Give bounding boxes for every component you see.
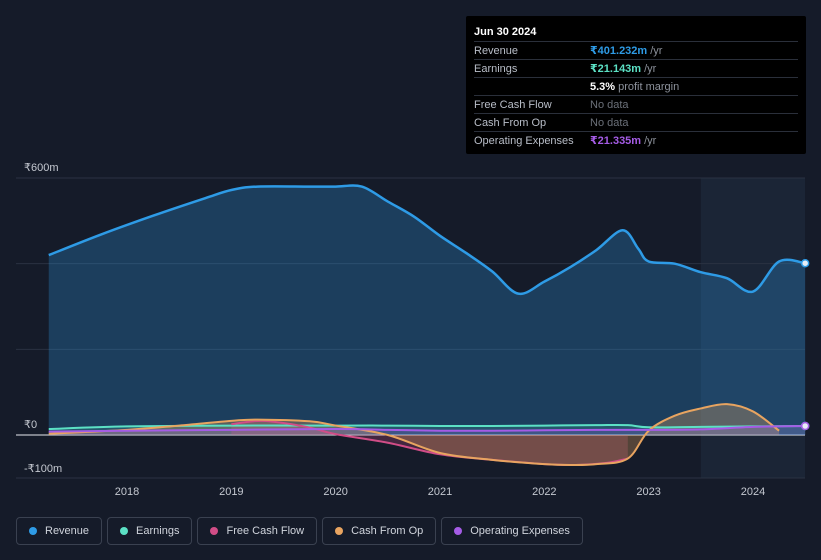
legend-dot-icon [210, 527, 219, 535]
tooltip-row-label: Revenue [474, 44, 519, 57]
legend-label: Cash From Op [351, 525, 424, 537]
cash-from-op-line [48, 403, 780, 466]
tooltip-row-value: ₹401.232m [590, 45, 648, 57]
x-tick-label: 2018 [115, 486, 139, 498]
legend-label: Revenue [45, 525, 90, 537]
revenue-area [48, 185, 806, 435]
legend-item-free-cash-flow[interactable]: Free Cash Flow [197, 517, 318, 545]
operating-expenses-area [48, 426, 806, 435]
operating-expenses-end-marker [800, 421, 810, 431]
x-axis-labels: 2018 2019 2020 2021 2022 2023 2024 [115, 486, 765, 498]
tooltip-row-value: 5.3% [590, 80, 616, 93]
tooltip-row-unit: profit margin [618, 80, 680, 93]
cash-from-op-area [48, 404, 780, 466]
legend-item-cash-from-op[interactable]: Cash From Op [322, 517, 437, 545]
tooltip-row-value: ₹21.335m [590, 135, 642, 147]
grid-lines [16, 177, 805, 479]
free-cash-flow-area [231, 420, 628, 466]
tooltip-row: 5.3% profit margin [474, 77, 798, 95]
legend-label: Earnings [136, 525, 180, 537]
legend-dot-icon [29, 527, 37, 535]
revenue-line [48, 184, 806, 296]
data-tooltip: Jun 30 2024 Revenue ₹401.232m/yr Earnings ₹… [466, 16, 806, 154]
x-tick-label: 2020 [323, 486, 347, 498]
legend-item-revenue[interactable]: Revenue [16, 517, 103, 545]
tooltip-row-unit: /yr [644, 134, 657, 147]
x-tick-label: 2019 [219, 486, 243, 498]
legend-item-operating-expenses[interactable]: Operating Expenses [441, 517, 583, 545]
legend-item-earnings[interactable]: Earnings [107, 517, 193, 545]
revenue-end-marker [800, 258, 810, 268]
tooltip-row-label: Cash From Op [474, 116, 547, 129]
legend-dot-icon [454, 527, 463, 535]
y-tick-label: ₹600m [24, 162, 59, 174]
x-tick-label: 2021 [428, 486, 452, 498]
tooltip-row-label: Earnings [474, 62, 518, 75]
tooltip-row: Cash From Op No data [474, 113, 798, 131]
x-tick-label: 2023 [636, 486, 660, 498]
tooltip-row: Operating Expenses ₹21.335m/yr [474, 131, 798, 149]
series-areas [48, 185, 806, 466]
tooltip-row: Earnings ₹21.143m/yr [474, 59, 798, 77]
x-tick-label: 2024 [741, 486, 765, 498]
chart-legend: Revenue Earnings Free Cash Flow Cash From O… [16, 517, 583, 545]
tooltip-rows: Revenue ₹401.232m/yr Earnings ₹21.143m/yr 5.… [474, 41, 798, 149]
operating-expenses-line [48, 425, 806, 433]
tooltip-row: Revenue ₹401.232m/yr [474, 41, 798, 59]
earnings-line [48, 423, 806, 431]
end-markers [800, 258, 810, 431]
legend-label: Operating Expenses [470, 525, 570, 537]
tooltip-row-value: ₹21.143m [590, 63, 642, 75]
tooltip-row-label: Operating Expenses [474, 134, 574, 147]
legend-dot-icon [335, 527, 344, 535]
tooltip-row: Free Cash Flow No data [474, 95, 798, 113]
tooltip-row-label: Free Cash Flow [474, 98, 552, 111]
series-lines [48, 184, 806, 467]
y-axis-labels: ₹600m ₹0 -₹100m [24, 162, 62, 475]
tooltip-date: Jun 30 2024 [474, 26, 537, 38]
tooltip-row-value: No data [590, 98, 629, 111]
tooltip-row-value: No data [590, 116, 629, 129]
tooltip-row-unit: /yr [644, 62, 657, 75]
y-tick-label: -₹100m [24, 463, 62, 475]
legend-dot-icon [120, 527, 129, 535]
tooltip-row-unit: /yr [650, 44, 663, 57]
x-tick-label: 2022 [532, 486, 556, 498]
legend-label: Free Cash Flow [226, 525, 305, 537]
y-tick-label: ₹0 [24, 419, 37, 431]
